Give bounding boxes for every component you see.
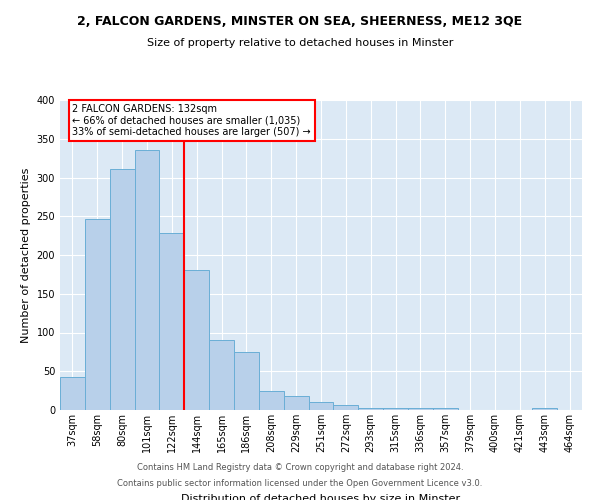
Bar — [160, 234, 184, 410]
Text: 2 FALCON GARDENS: 132sqm
← 66% of detached houses are smaller (1,035)
33% of sem: 2 FALCON GARDENS: 132sqm ← 66% of detach… — [73, 104, 311, 137]
Bar — [85, 220, 110, 410]
Bar — [184, 270, 209, 410]
Bar — [134, 150, 160, 410]
Y-axis label: Number of detached properties: Number of detached properties — [21, 168, 31, 342]
Bar — [383, 408, 408, 410]
Text: Contains HM Land Registry data © Crown copyright and database right 2024.: Contains HM Land Registry data © Crown c… — [137, 464, 463, 472]
Bar — [234, 352, 259, 410]
Bar — [110, 169, 134, 410]
Bar — [209, 340, 234, 410]
Bar — [259, 390, 284, 410]
Bar — [334, 406, 358, 410]
Bar — [308, 402, 334, 410]
Bar — [408, 408, 433, 410]
Bar — [532, 408, 557, 410]
Bar — [60, 376, 85, 410]
Text: Size of property relative to detached houses in Minster: Size of property relative to detached ho… — [147, 38, 453, 48]
Bar — [284, 396, 308, 410]
Bar — [433, 408, 458, 410]
Text: 2, FALCON GARDENS, MINSTER ON SEA, SHEERNESS, ME12 3QE: 2, FALCON GARDENS, MINSTER ON SEA, SHEER… — [77, 15, 523, 28]
Bar — [358, 408, 383, 410]
X-axis label: Distribution of detached houses by size in Minster: Distribution of detached houses by size … — [181, 494, 461, 500]
Text: Contains public sector information licensed under the Open Government Licence v3: Contains public sector information licen… — [118, 478, 482, 488]
